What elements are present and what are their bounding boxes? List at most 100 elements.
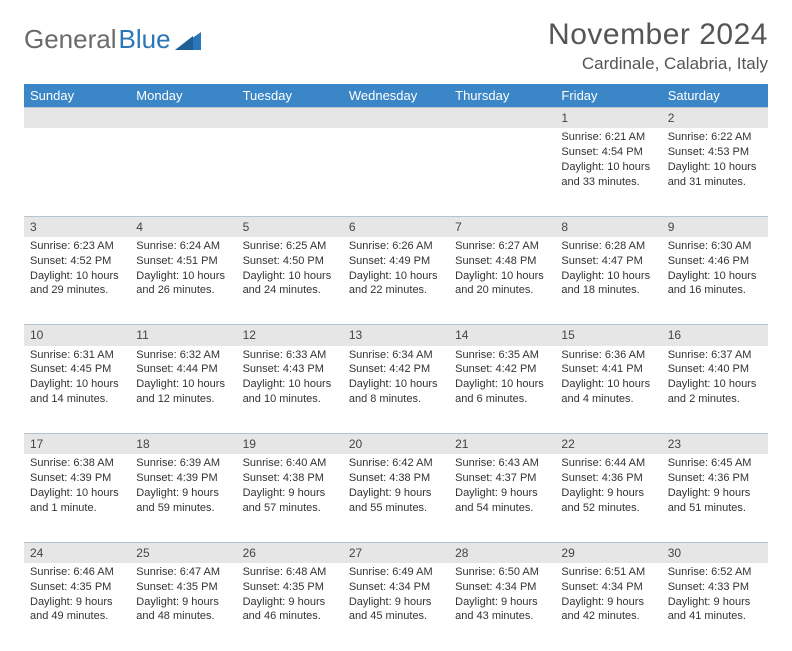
day-header: Tuesday <box>237 84 343 108</box>
day-number-row: 12 <box>24 108 768 129</box>
sunset-text: Sunset: 4:42 PM <box>455 362 549 377</box>
daylight-text: Daylight: 9 hours and 48 minutes. <box>136 595 230 625</box>
sunrise-text: Sunrise: 6:52 AM <box>668 565 762 580</box>
page-subtitle: Cardinale, Calabria, Italy <box>548 54 768 74</box>
day-info-cell: Sunrise: 6:32 AMSunset: 4:44 PMDaylight:… <box>130 346 236 434</box>
day-info-cell: Sunrise: 6:52 AMSunset: 4:33 PMDaylight:… <box>662 563 768 651</box>
day-info-cell: Sunrise: 6:26 AMSunset: 4:49 PMDaylight:… <box>343 237 449 325</box>
day-info-cell: Sunrise: 6:34 AMSunset: 4:42 PMDaylight:… <box>343 346 449 434</box>
daylight-text: Daylight: 10 hours and 33 minutes. <box>561 160 655 190</box>
sunrise-text: Sunrise: 6:43 AM <box>455 456 549 471</box>
daylight-text: Daylight: 10 hours and 10 minutes. <box>243 377 337 407</box>
sunset-text: Sunset: 4:50 PM <box>243 254 337 269</box>
day-info-cell <box>24 128 130 216</box>
daylight-text: Daylight: 10 hours and 1 minute. <box>30 486 124 516</box>
day-info-cell <box>343 128 449 216</box>
sunset-text: Sunset: 4:48 PM <box>455 254 549 269</box>
sunset-text: Sunset: 4:33 PM <box>668 580 762 595</box>
page-title: November 2024 <box>548 18 768 52</box>
daylight-text: Daylight: 9 hours and 43 minutes. <box>455 595 549 625</box>
daylight-text: Daylight: 9 hours and 55 minutes. <box>349 486 443 516</box>
day-number-cell: 5 <box>237 216 343 237</box>
day-info-cell: Sunrise: 6:23 AMSunset: 4:52 PMDaylight:… <box>24 237 130 325</box>
day-info-cell: Sunrise: 6:42 AMSunset: 4:38 PMDaylight:… <box>343 454 449 542</box>
logo-triangle-icon <box>175 30 201 50</box>
day-number-cell: 18 <box>130 434 236 455</box>
day-info-cell: Sunrise: 6:45 AMSunset: 4:36 PMDaylight:… <box>662 454 768 542</box>
daylight-text: Daylight: 10 hours and 22 minutes. <box>349 269 443 299</box>
daylight-text: Daylight: 10 hours and 6 minutes. <box>455 377 549 407</box>
sunrise-text: Sunrise: 6:30 AM <box>668 239 762 254</box>
day-info-cell: Sunrise: 6:36 AMSunset: 4:41 PMDaylight:… <box>555 346 661 434</box>
daylight-text: Daylight: 10 hours and 29 minutes. <box>30 269 124 299</box>
sunrise-text: Sunrise: 6:35 AM <box>455 348 549 363</box>
day-number-cell: 4 <box>130 216 236 237</box>
sunset-text: Sunset: 4:46 PM <box>668 254 762 269</box>
sunset-text: Sunset: 4:36 PM <box>668 471 762 486</box>
day-info-cell: Sunrise: 6:27 AMSunset: 4:48 PMDaylight:… <box>449 237 555 325</box>
day-number-cell: 2 <box>662 108 768 129</box>
day-info-row: Sunrise: 6:38 AMSunset: 4:39 PMDaylight:… <box>24 454 768 542</box>
sunrise-text: Sunrise: 6:24 AM <box>136 239 230 254</box>
day-header: Monday <box>130 84 236 108</box>
daylight-text: Daylight: 10 hours and 14 minutes. <box>30 377 124 407</box>
day-number-row: 3456789 <box>24 216 768 237</box>
day-info-cell: Sunrise: 6:31 AMSunset: 4:45 PMDaylight:… <box>24 346 130 434</box>
sunset-text: Sunset: 4:39 PM <box>136 471 230 486</box>
sunrise-text: Sunrise: 6:38 AM <box>30 456 124 471</box>
sunset-text: Sunset: 4:39 PM <box>30 471 124 486</box>
day-number-cell <box>24 108 130 129</box>
day-number-cell <box>449 108 555 129</box>
sunset-text: Sunset: 4:35 PM <box>243 580 337 595</box>
day-number-cell: 24 <box>24 542 130 563</box>
day-number-cell: 17 <box>24 434 130 455</box>
sunset-text: Sunset: 4:52 PM <box>30 254 124 269</box>
sunrise-text: Sunrise: 6:34 AM <box>349 348 443 363</box>
sunset-text: Sunset: 4:38 PM <box>349 471 443 486</box>
day-number-cell: 8 <box>555 216 661 237</box>
daylight-text: Daylight: 9 hours and 59 minutes. <box>136 486 230 516</box>
daylight-text: Daylight: 10 hours and 12 minutes. <box>136 377 230 407</box>
day-number-cell: 9 <box>662 216 768 237</box>
day-info-cell: Sunrise: 6:48 AMSunset: 4:35 PMDaylight:… <box>237 563 343 651</box>
day-info-row: Sunrise: 6:46 AMSunset: 4:35 PMDaylight:… <box>24 563 768 651</box>
day-info-cell <box>237 128 343 216</box>
daylight-text: Daylight: 10 hours and 16 minutes. <box>668 269 762 299</box>
day-info-cell: Sunrise: 6:33 AMSunset: 4:43 PMDaylight:… <box>237 346 343 434</box>
sunset-text: Sunset: 4:35 PM <box>30 580 124 595</box>
daylight-text: Daylight: 9 hours and 51 minutes. <box>668 486 762 516</box>
sunset-text: Sunset: 4:36 PM <box>561 471 655 486</box>
daylight-text: Daylight: 10 hours and 24 minutes. <box>243 269 337 299</box>
day-number-cell: 26 <box>237 542 343 563</box>
day-number-cell <box>237 108 343 129</box>
logo-word-1: General <box>24 24 117 55</box>
sunrise-text: Sunrise: 6:26 AM <box>349 239 443 254</box>
day-number-cell: 12 <box>237 325 343 346</box>
sunset-text: Sunset: 4:54 PM <box>561 145 655 160</box>
sunset-text: Sunset: 4:38 PM <box>243 471 337 486</box>
day-number-cell <box>343 108 449 129</box>
daylight-text: Daylight: 9 hours and 46 minutes. <box>243 595 337 625</box>
day-number-cell: 7 <box>449 216 555 237</box>
day-number-cell: 23 <box>662 434 768 455</box>
sunrise-text: Sunrise: 6:50 AM <box>455 565 549 580</box>
sunrise-text: Sunrise: 6:37 AM <box>668 348 762 363</box>
day-number-cell: 27 <box>343 542 449 563</box>
sunrise-text: Sunrise: 6:47 AM <box>136 565 230 580</box>
logo-word-2: Blue <box>119 24 171 55</box>
day-info-cell: Sunrise: 6:24 AMSunset: 4:51 PMDaylight:… <box>130 237 236 325</box>
day-number-cell: 19 <box>237 434 343 455</box>
daylight-text: Daylight: 10 hours and 31 minutes. <box>668 160 762 190</box>
day-number-cell: 25 <box>130 542 236 563</box>
day-number-cell: 29 <box>555 542 661 563</box>
sunset-text: Sunset: 4:34 PM <box>455 580 549 595</box>
day-number-cell: 22 <box>555 434 661 455</box>
daylight-text: Daylight: 9 hours and 54 minutes. <box>455 486 549 516</box>
day-number-cell <box>130 108 236 129</box>
day-info-cell: Sunrise: 6:28 AMSunset: 4:47 PMDaylight:… <box>555 237 661 325</box>
day-info-cell: Sunrise: 6:35 AMSunset: 4:42 PMDaylight:… <box>449 346 555 434</box>
logo: GeneralBlue <box>24 18 201 55</box>
sunrise-text: Sunrise: 6:28 AM <box>561 239 655 254</box>
daylight-text: Daylight: 10 hours and 18 minutes. <box>561 269 655 299</box>
day-info-cell <box>130 128 236 216</box>
